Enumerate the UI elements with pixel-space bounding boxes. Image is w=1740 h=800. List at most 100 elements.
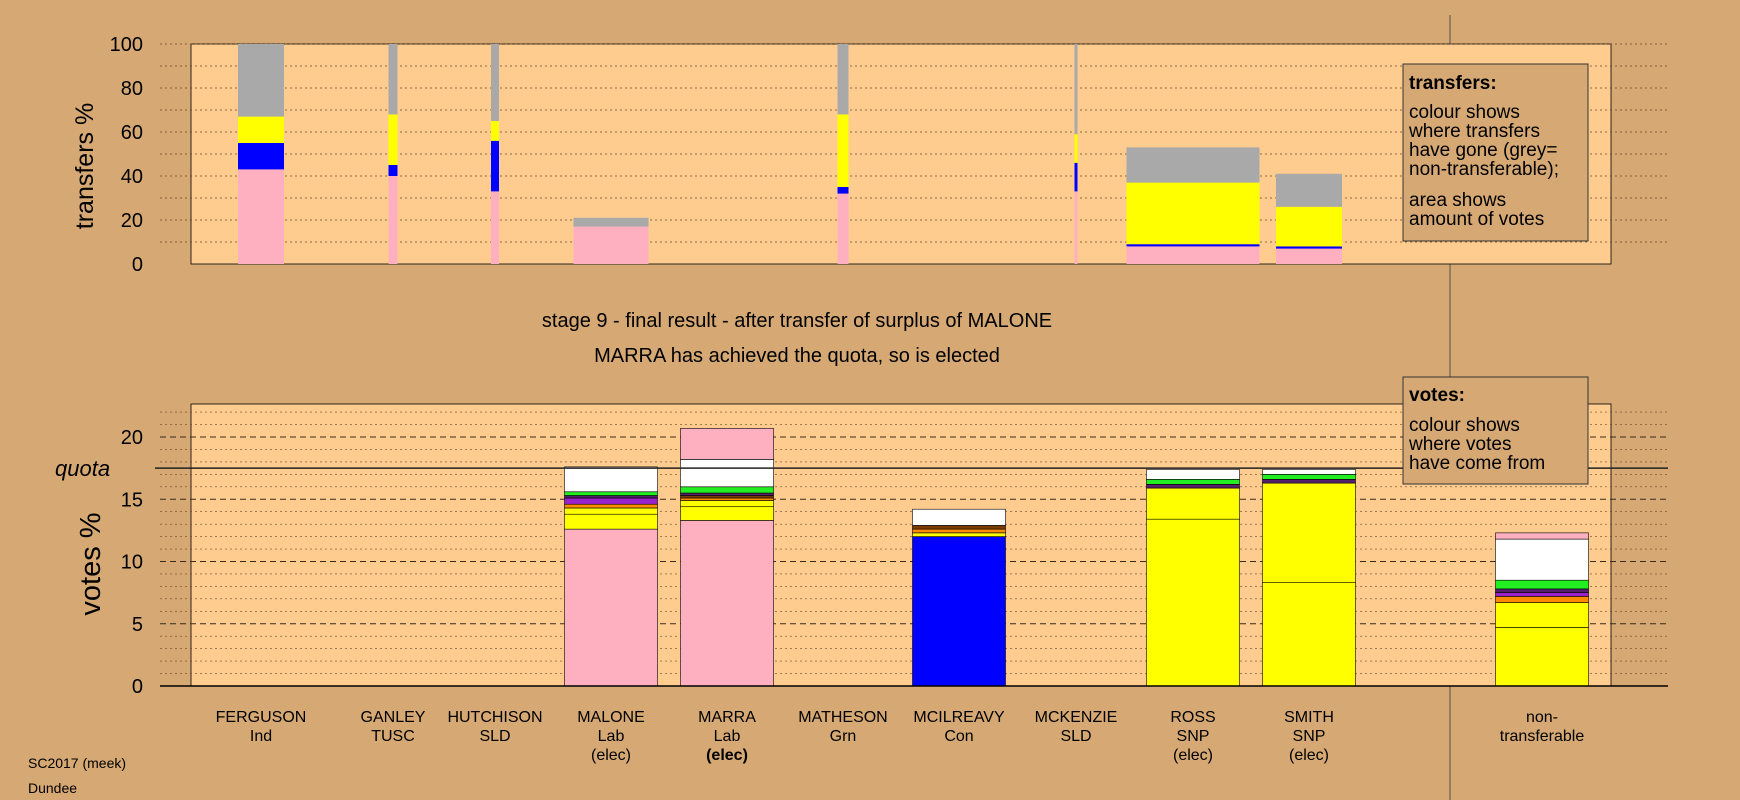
candidate-name: GANLEY: [361, 709, 426, 726]
y-tick-label: 20: [121, 210, 143, 232]
vote-segment: [680, 506, 774, 521]
vote-segment: [912, 528, 1006, 534]
candidate-party: TUSC: [371, 728, 415, 745]
vote-segment: [680, 427, 774, 460]
transfers-y-axis-label: transfers %: [71, 103, 99, 229]
vote-segment: [1146, 479, 1240, 485]
transfer-segment: [491, 191, 499, 264]
vote-segment: [1495, 532, 1589, 540]
votes-bars: [564, 427, 1589, 687]
quota-label: quota: [55, 456, 110, 481]
y-tick-label: 15: [121, 489, 143, 511]
vote-segment: [680, 497, 774, 501]
transfer-segment: [491, 140, 499, 192]
transfer-segment: [491, 44, 499, 121]
transfer-segment: [238, 169, 284, 264]
y-tick-label: 80: [121, 78, 143, 100]
vote-segment: [680, 520, 774, 687]
vote-segment: [1262, 474, 1356, 480]
transfer-segment: [837, 114, 849, 187]
votes-panel: [190, 403, 1612, 687]
candidate-name: FERGUSON: [216, 709, 307, 726]
votes-y-axis-label: votes %: [75, 512, 107, 615]
transfer-segment: [1126, 147, 1260, 183]
transfer-segment: [1276, 248, 1342, 264]
transfer-segment: [491, 121, 499, 141]
vote-segment: [564, 513, 658, 530]
transfer-segment: [1126, 182, 1260, 245]
transfers-legend-line: non-transferable);: [1409, 159, 1559, 180]
transfer-segment: [388, 165, 398, 176]
candidate-party: Ind: [250, 728, 272, 745]
candidate-party: Lab: [598, 728, 625, 745]
candidate-party: SLD: [1060, 728, 1091, 745]
vote-segment: [1495, 602, 1589, 628]
vote-segment: [1262, 482, 1356, 583]
vote-segment: [680, 486, 774, 494]
transfer-segment: [238, 143, 284, 170]
candidate-name: MALONE: [577, 709, 645, 726]
votes-legend-box: [1402, 376, 1589, 485]
vote-segment: [1262, 479, 1356, 484]
transfer-segment: [1126, 246, 1260, 264]
vote-segment: [564, 497, 658, 505]
vote-segment: [1146, 469, 1240, 480]
vote-segment: [1495, 627, 1589, 687]
candidate-name: non-: [1526, 709, 1558, 726]
candidate-status: (elec): [1173, 747, 1213, 764]
vote-segment: [912, 536, 1006, 687]
transfer-segment: [238, 44, 284, 117]
vote-segment: [680, 492, 774, 496]
transfer-segment: [388, 176, 398, 264]
place-label: Dundee: [28, 780, 77, 796]
candidate-party: SNP: [1177, 728, 1210, 745]
transfers-y-ticks: 0 20 40 60 80 100: [110, 34, 143, 276]
votes-legend: votes: colour shows where votes have com…: [1402, 376, 1589, 485]
candidate-name: HUTCHISON: [447, 709, 542, 726]
vote-segment: [1495, 596, 1589, 603]
election-label: SC2017 (meek): [28, 755, 126, 771]
candidate-name: ROSS: [1170, 709, 1215, 726]
vote-segment: [1146, 487, 1240, 520]
transfer-segment: [837, 193, 849, 264]
candidate-name: MATHESON: [798, 709, 887, 726]
transfer-segment: [1074, 134, 1078, 163]
vote-segment: [1146, 484, 1240, 489]
y-tick-label: 100: [110, 34, 143, 56]
candidate-status: (elec): [591, 747, 631, 764]
vote-segment: [1495, 538, 1589, 581]
y-tick-label: 5: [132, 614, 143, 636]
transfer-segment: [1074, 162, 1078, 192]
transfer-segment: [1074, 191, 1078, 264]
vote-segment: [564, 528, 658, 687]
y-tick-label: 0: [132, 676, 143, 698]
vote-segment: [680, 500, 774, 508]
transfer-segment: [1126, 244, 1260, 247]
candidate-name: MCKENZIE: [1035, 709, 1118, 726]
votes-legend-line: have come from: [1409, 453, 1545, 474]
candidate-party: transferable: [1500, 728, 1585, 745]
stage-heading: stage 9 - final result - after transfer …: [542, 310, 1052, 332]
transfers-legend-line: amount of votes: [1409, 209, 1544, 230]
candidate-party: Lab: [714, 728, 741, 745]
transfer-segment: [388, 44, 398, 115]
transfer-segment: [1276, 173, 1342, 207]
transfers-legend-box: [1402, 63, 1589, 242]
candidate-labels: FERGUSON Ind GANLEY TUSC HUTCHISON SLD MALONE L…: [216, 709, 1585, 764]
y-tick-label: 60: [121, 122, 143, 144]
transfers-legend-title: transfers:: [1409, 73, 1497, 94]
transfers-legend-line: colour shows: [1409, 102, 1520, 123]
vote-segment: [1495, 588, 1589, 593]
candidate-name: MCILREAVY: [913, 709, 1005, 726]
transfers-bars: [238, 44, 1342, 264]
vote-segment: [564, 495, 658, 499]
candidate-status: (elec): [1289, 747, 1329, 764]
candidate-party: Grn: [830, 728, 857, 745]
votes-y-ticks: 0 5 10 15 20: [121, 427, 143, 698]
candidate-status: (elec): [706, 747, 748, 764]
transfer-segment: [388, 114, 398, 165]
vote-segment: [680, 459, 774, 488]
candidate-party: SLD: [479, 728, 510, 745]
